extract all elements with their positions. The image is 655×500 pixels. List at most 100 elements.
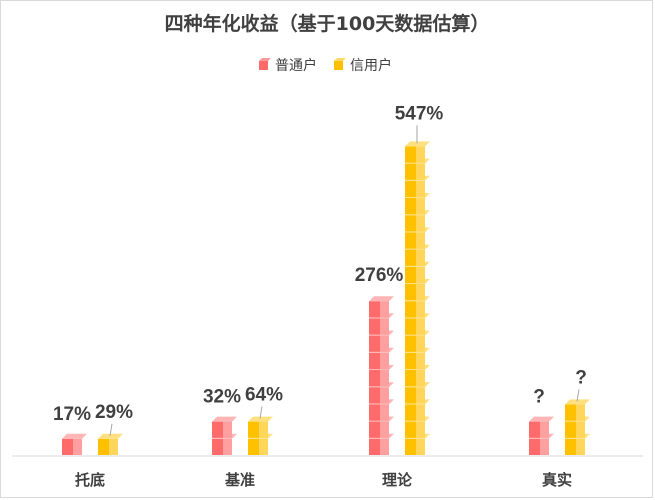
legend-item-series-1: 普通户 bbox=[259, 57, 317, 74]
bars-group bbox=[62, 141, 590, 455]
bar-cube-side bbox=[576, 438, 585, 455]
bar-2-3 bbox=[405, 141, 430, 455]
bar-cube-front bbox=[369, 335, 380, 352]
bar-cube-front bbox=[369, 301, 380, 318]
bar-1-3 bbox=[369, 296, 394, 455]
bar-cube-side bbox=[540, 438, 549, 455]
leader-line-2 bbox=[259, 406, 263, 419]
bar-cube-side bbox=[73, 438, 82, 455]
bar-cube-side bbox=[380, 318, 389, 335]
bar-cube-top bbox=[529, 416, 554, 422]
bar-cube-front bbox=[405, 198, 416, 215]
bar-cube-front bbox=[529, 421, 540, 438]
bar-cube-top bbox=[212, 416, 237, 422]
bar-cube-side bbox=[416, 249, 425, 266]
bar-2-4 bbox=[565, 399, 590, 455]
bar-cube-side bbox=[416, 438, 425, 455]
bar-cube-side bbox=[416, 387, 425, 404]
bar-cube-side bbox=[380, 404, 389, 421]
bar-cube-front bbox=[405, 301, 416, 318]
bar-cube-side bbox=[416, 215, 425, 232]
bar-cube-side bbox=[416, 318, 425, 335]
bar-cube-side bbox=[259, 438, 268, 455]
bar-cube-side bbox=[416, 404, 425, 421]
bar-cube-side bbox=[380, 301, 389, 318]
bar-cube-side bbox=[576, 404, 585, 421]
leader-line-4 bbox=[576, 389, 580, 402]
bar-cube-side bbox=[416, 352, 425, 369]
legend-label-series-1: 普通户 bbox=[275, 57, 317, 74]
bar-1-2 bbox=[212, 416, 237, 455]
data-label-1-1: 17% bbox=[53, 404, 91, 425]
bar-cube-front bbox=[565, 421, 576, 438]
bar-cube-front bbox=[405, 335, 416, 352]
chart-title: 四种年化收益（基于100天数据估算） bbox=[165, 12, 490, 35]
bar-cube-front bbox=[98, 438, 109, 455]
bar-cube-front bbox=[62, 438, 73, 455]
bar-cube-front bbox=[405, 215, 416, 232]
bar-cube-top bbox=[62, 433, 87, 439]
bar-cube-side bbox=[380, 335, 389, 352]
bar-cube-front bbox=[405, 387, 416, 404]
bar-cube-side bbox=[223, 421, 232, 438]
bar-cube-front bbox=[405, 266, 416, 283]
bar-cube-front bbox=[565, 438, 576, 455]
bar-cube-side bbox=[576, 421, 585, 438]
bar-cube-front bbox=[565, 404, 576, 421]
bar-cube-side bbox=[416, 335, 425, 352]
bar-cube-side bbox=[416, 180, 425, 197]
bar-cube-front bbox=[369, 438, 380, 455]
data-label-2-3: 547% bbox=[395, 103, 444, 124]
bar-cube-top bbox=[248, 416, 273, 422]
bar-cube-front bbox=[405, 163, 416, 180]
bar-cube-front bbox=[405, 146, 416, 163]
data-label-2-4: ? bbox=[575, 367, 587, 388]
legend-item-series-2: 信用户 bbox=[334, 57, 392, 74]
bar-cube-top bbox=[565, 399, 590, 405]
bar-cube-side bbox=[416, 146, 425, 163]
bar-cube-side bbox=[416, 284, 425, 301]
bar-cube-side bbox=[380, 370, 389, 387]
data-labels-group: 17% 29% 32% 64% 276% 547%?? bbox=[53, 103, 587, 424]
bar-cube-front bbox=[405, 370, 416, 387]
bar-cube-front bbox=[405, 438, 416, 455]
bar-cube-front bbox=[405, 318, 416, 335]
bar-cube-top bbox=[369, 296, 394, 302]
bar-cube-side bbox=[380, 387, 389, 404]
data-label-2-1: 29% bbox=[95, 402, 133, 423]
bar-cube-front bbox=[405, 249, 416, 266]
bar-cube-side bbox=[223, 438, 232, 455]
bar-cube-side bbox=[416, 266, 425, 283]
bar-2-1 bbox=[98, 433, 123, 455]
bar-cube-front bbox=[212, 421, 223, 438]
bar-cube-side bbox=[540, 421, 549, 438]
leader-line-1 bbox=[109, 423, 113, 436]
bar-cube-side bbox=[380, 421, 389, 438]
bar-cube-side bbox=[416, 198, 425, 215]
legend-label-series-2: 信用户 bbox=[350, 57, 392, 74]
bar-cube-front bbox=[405, 421, 416, 438]
bar-cube-top bbox=[405, 141, 430, 147]
bar-cube-side bbox=[416, 232, 425, 249]
bar-2-2 bbox=[248, 416, 273, 455]
legend-swatch-series-2 bbox=[334, 61, 343, 70]
bar-cube-side bbox=[416, 163, 425, 180]
data-label-2-2: 64% bbox=[245, 385, 283, 406]
bar-cube-front bbox=[405, 284, 416, 301]
bar-cube-front bbox=[529, 438, 540, 455]
bar-cube-side bbox=[416, 301, 425, 318]
bar-1-1 bbox=[62, 433, 87, 455]
legend-swatch-top-series-1 bbox=[259, 58, 271, 61]
data-label-1-2: 32% bbox=[203, 387, 241, 408]
data-label-1-3: 276% bbox=[355, 265, 404, 286]
bar-cube-front bbox=[405, 232, 416, 249]
bar-1-4 bbox=[529, 416, 554, 455]
bar-cube-front bbox=[405, 404, 416, 421]
bar-cube-front bbox=[369, 421, 380, 438]
bar-cube-side bbox=[109, 438, 118, 455]
category-labels-group: 托底 基准 理论 真实 bbox=[75, 471, 572, 489]
bar-cube-side bbox=[380, 438, 389, 455]
bar-cube-front bbox=[212, 438, 223, 455]
